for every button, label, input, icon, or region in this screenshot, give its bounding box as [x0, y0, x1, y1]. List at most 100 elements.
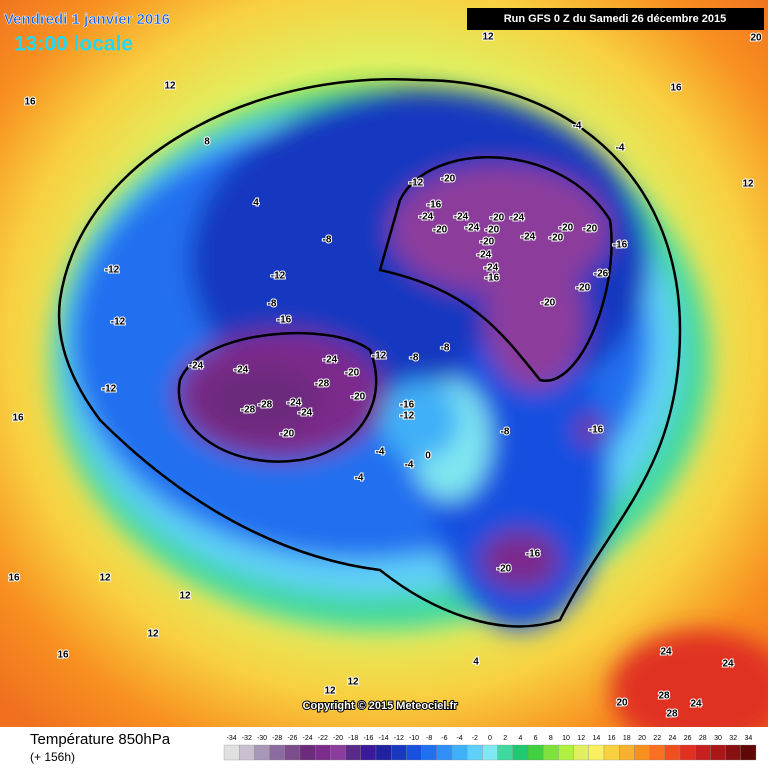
colorbar-cell: [330, 744, 346, 761]
contour-label: 4: [473, 657, 479, 668]
colorbar-label: 8: [549, 735, 553, 742]
contour-label: -24: [234, 365, 249, 376]
contour-label: 24: [690, 699, 702, 710]
contour-label: 16: [670, 83, 682, 94]
colorbar-label: 6: [534, 735, 538, 742]
contour-label: -20: [485, 225, 500, 236]
colorbar-cell: [436, 744, 453, 761]
colorbar-cell: [664, 744, 681, 761]
colorbar-label: -20: [333, 735, 343, 742]
contour-label: -26: [594, 269, 609, 280]
colorbar-label: -32: [242, 735, 252, 742]
contour-label: -16: [277, 315, 292, 326]
contour-label: -8: [501, 427, 510, 438]
colorbar-cell: [527, 744, 544, 761]
contour-label: -20: [433, 225, 448, 236]
contour-label: -12: [105, 265, 120, 276]
footer-lead: (+ 156h): [30, 750, 75, 764]
contour-label: -20: [490, 213, 505, 224]
temperature-field: [50, 90, 768, 750]
colorbar-cell: [543, 744, 559, 761]
contour-label: -12: [111, 317, 126, 328]
colorbar-cell: [345, 744, 361, 761]
contour-label: 12: [482, 32, 494, 43]
contour-label: 0: [425, 451, 431, 462]
contour-label: -20: [351, 392, 366, 403]
contour-label: -20: [541, 298, 556, 309]
colorbar-label: 16: [608, 735, 616, 742]
contour-label: 8: [204, 137, 210, 148]
colorbar-cell: [223, 744, 240, 761]
contour-label: -16: [613, 240, 628, 251]
date: Vendredi 1 janvier 2016: [4, 11, 170, 28]
colorbar-label: -26: [287, 735, 297, 742]
colorbar-label: 28: [699, 735, 707, 742]
colorbar-label: 4: [518, 735, 522, 742]
colorbar-label: -18: [348, 735, 358, 742]
contour-label: 20: [616, 698, 628, 709]
contour-label: -28: [258, 400, 273, 411]
colorbar-cell: [284, 744, 301, 761]
contour-label: 28: [666, 709, 678, 720]
contour-label: -8: [323, 235, 332, 246]
run: Run GFS 0 Z du Samedi 26 décembre 2015: [504, 13, 727, 25]
time: 13:00 locale: [14, 33, 133, 56]
contour-label: 12: [99, 573, 111, 584]
contour-label: -4: [616, 143, 625, 154]
colorbar-label: 30: [714, 735, 722, 742]
colorbar-label: -8: [426, 735, 432, 742]
colorbar-label: -24: [303, 735, 313, 742]
colorbar-label: 18: [623, 735, 631, 742]
colorbar-cell: [406, 744, 422, 761]
contour-label: 24: [722, 659, 734, 670]
contour-label: 16: [57, 650, 69, 661]
contour-label: 12: [179, 591, 191, 602]
colorbar-label: -28: [272, 735, 282, 742]
colorbar-label: -4: [456, 735, 462, 742]
contour-label: -24: [477, 250, 492, 261]
run-box: [467, 8, 764, 30]
contour-label: 16: [12, 413, 24, 424]
contour-label: -24: [510, 213, 525, 224]
contour-label: 16: [8, 573, 20, 584]
colorbar-cell: [254, 744, 270, 761]
contour-label: -20: [280, 429, 295, 440]
contour-label: -12: [409, 178, 424, 189]
contour-label: -24: [298, 408, 313, 419]
contour-label: -4: [355, 473, 364, 484]
colorbar-label: 26: [684, 735, 692, 742]
contour-label: -16: [589, 425, 604, 436]
contour-label: -20: [576, 283, 591, 294]
contour-label: 16: [24, 97, 36, 108]
colorbar-cell: [269, 744, 285, 761]
colorbar-cell: [421, 744, 437, 761]
colorbar-cell: [573, 744, 589, 761]
colorbar-label: -22: [318, 735, 328, 742]
contour-label: -20: [559, 223, 574, 234]
contour-label: -16: [400, 400, 415, 411]
contour-label: 28: [658, 691, 670, 702]
contour-label: -4: [376, 447, 385, 458]
contour-label: 12: [742, 179, 754, 190]
contour-label: 12: [324, 686, 336, 697]
contour-label: -24: [287, 398, 302, 409]
contour-label: -24: [419, 212, 434, 223]
colorbar-label: -30: [257, 735, 267, 742]
colorbar-label: 34: [745, 735, 753, 742]
colorbar-cell: [695, 744, 711, 761]
colorbar-cell: [512, 744, 529, 761]
colorbar-label: -16: [363, 735, 373, 742]
colorbar-cell: [740, 744, 757, 761]
colorbar-label: 12: [577, 735, 585, 742]
contour-label: -24: [465, 223, 480, 234]
colorbar-cell: [710, 744, 726, 761]
colorbar-cell: [239, 744, 255, 761]
colorbar-cell: [391, 744, 407, 761]
contour-label: -16: [485, 273, 500, 284]
contour-label: -8: [410, 353, 419, 364]
colorbar-label: 10: [562, 735, 570, 742]
contour-label: -8: [441, 343, 450, 354]
contour-label: -20: [480, 237, 495, 248]
colorbar-cell: [725, 744, 741, 761]
